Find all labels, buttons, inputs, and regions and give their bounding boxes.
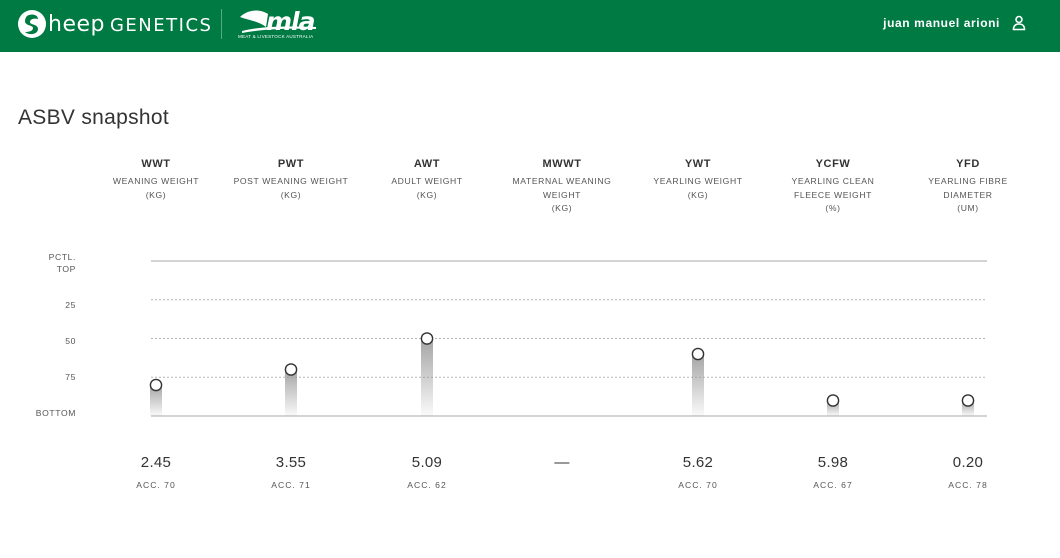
trait-code: AWT [413, 158, 441, 170]
percentile-point-yfd[interactable] [961, 394, 975, 407]
trait-name-line: (UM) [957, 203, 979, 213]
top-header-bar: heep GENETICS mla MEAT & LIVESTOCK AUSTRA… [0, 0, 1060, 52]
trait-header-wwt: WWT WEANING WEIGHT (KG) [96, 158, 216, 202]
trait-value-yfd: 0.20 [952, 454, 984, 471]
trait-header-pwt: PWT POST WEANING WEIGHT (KG) [231, 158, 351, 202]
y-tick-bottom: BOTTOM [35, 408, 76, 418]
trait-code: MWWT [542, 158, 582, 170]
trait-value-awt: 5.09 [411, 454, 443, 471]
trait-name-line: (KG) [551, 203, 573, 213]
trait-accuracy-ywt: ACC. 70 [678, 480, 718, 490]
y-tick-75: 75 [65, 372, 76, 382]
trait-name-line: (KG) [280, 189, 302, 200]
trait-header-ycfw: YCFW YEARLING CLEAN FLEECE WEIGHT (%) [773, 158, 893, 216]
user-menu[interactable]: juan manuel arioni [883, 15, 1026, 31]
trait-value-mwwt: — [554, 454, 570, 471]
trait-name-line: (%) [825, 203, 841, 213]
trait-accuracy-awt: ACC. 62 [407, 480, 447, 490]
trait-accuracy-pwt: ACC. 71 [271, 480, 311, 490]
trait-name-line: (KG) [687, 189, 709, 200]
trait-name-line: ADULT WEIGHT [391, 176, 463, 186]
trait-name-line: (KG) [145, 189, 167, 200]
percentile-stem-ywt [692, 354, 704, 416]
user-icon [1012, 15, 1026, 31]
trait-accuracy-ycfw: ACC. 67 [813, 480, 853, 490]
trait-name-line: (KG) [416, 189, 438, 200]
trait-name-line: DIAMETER [943, 189, 993, 200]
trait-name-line: YEARLING FIBRE [928, 176, 1008, 186]
trait-header-ywt: YWT YEARLING WEIGHT (KG) [638, 158, 758, 202]
trait-accuracy-wwt: ACC. 70 [136, 480, 176, 490]
percentile-stem-awt [421, 338, 433, 416]
percentile-point-pwt[interactable] [284, 363, 298, 376]
trait-value-ycfw: 5.98 [817, 454, 849, 471]
percentile-point-ywt[interactable] [691, 347, 705, 361]
trait-code: PWT [277, 158, 305, 170]
y-tick-50: 50 [65, 336, 76, 346]
trait-header-awt: AWT ADULT WEIGHT (KG) [367, 158, 487, 202]
trait-value-wwt: 2.45 [140, 454, 172, 471]
trait-name-line: YEARLING WEIGHT [653, 176, 743, 186]
percentile-point-ycfw[interactable] [826, 394, 840, 407]
trait-code: WWT [141, 158, 171, 170]
trait-code: YCFW [815, 158, 851, 170]
mla-logo[interactable]: mla MEAT & LIVESTOCK AUSTRALIA [238, 5, 318, 43]
sheep-genetics-logo-mark-icon [18, 10, 46, 38]
trait-name-line: WEIGHT [543, 189, 581, 200]
trait-name-line: FLEECE WEIGHT [794, 189, 872, 200]
percentile-stem-pwt [285, 369, 297, 416]
mla-subtitle: MEAT & LIVESTOCK AUSTRALIA [238, 34, 314, 39]
user-name: juan manuel arioni [883, 16, 1000, 30]
trait-name-line: POST WEANING WEIGHT [233, 176, 349, 186]
trait-header-mwwt: MWWT MATERNAL WEANING WEIGHT (KG) [502, 158, 622, 216]
trait-accuracy-yfd: ACC. 78 [948, 480, 988, 490]
trait-header-yfd: YFD YEARLING FIBRE DIAMETER (UM) [908, 158, 1028, 216]
y-tick-25: 25 [65, 300, 76, 310]
percentile-point-awt[interactable] [420, 332, 434, 345]
logo-divider [221, 9, 222, 39]
trait-code: YFD [956, 158, 980, 170]
mla-wordmark: mla [266, 7, 315, 36]
sheep-genetics-wordmark: heep GENETICS [48, 11, 213, 37]
trait-value-pwt: 3.55 [275, 454, 307, 471]
trait-code: YWT [684, 158, 712, 170]
percentile-stem-wwt [150, 385, 162, 416]
y-axis-title: PCTL. TOP [48, 252, 76, 274]
trait-name-line: YEARLING CLEAN [791, 176, 875, 186]
percentile-point-wwt[interactable] [149, 378, 163, 392]
sheep-genetics-logo[interactable]: heep GENETICS [18, 8, 212, 40]
trait-value-ywt: 5.62 [682, 454, 714, 471]
trait-name-line: WEANING WEIGHT [112, 176, 200, 186]
trait-name-line: MATERNAL WEANING [512, 176, 612, 186]
page-title: ASBV snapshot [18, 106, 169, 129]
mla-logo-swoosh-icon [240, 10, 316, 33]
